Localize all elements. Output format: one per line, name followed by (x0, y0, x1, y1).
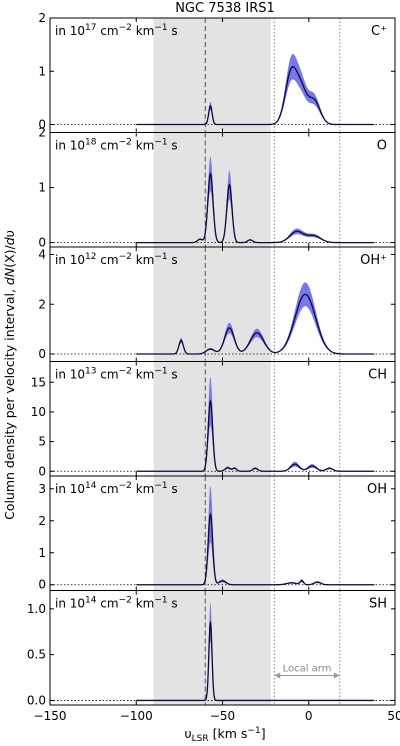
local-arm-arrow-right (333, 672, 340, 679)
species-label: C⁺ (371, 24, 387, 39)
series-line (136, 512, 375, 586)
unit-annotation: in 1018 cm−2 km−1 s (55, 138, 178, 153)
x-axis-label: υLSR [km s−1] (184, 726, 265, 744)
y-axis-label-upsilon: υ (2, 230, 17, 237)
y-tick-label: 1 (38, 181, 46, 195)
x-axis-label-upsilon: υ (184, 726, 191, 741)
species-label: OH (367, 482, 387, 497)
x-axis-label-unit-close: ] (261, 726, 266, 741)
unit-annotation: in 1014 cm−2 km−1 s (55, 481, 178, 496)
panel-0: 0 1 2 in 1017 cm−2 km−1 s C⁺ (38, 11, 396, 133)
x-tick-label: −150 (34, 709, 67, 723)
series-line (136, 65, 375, 126)
y-tick-label: 1 (38, 64, 46, 78)
y-tick-label: 0 (38, 347, 46, 361)
y-tick-label: 0 (38, 464, 46, 478)
y-tick-label: 5 (38, 435, 46, 449)
x-tick-label: 50 (387, 709, 400, 723)
y-tick-label: 3 (38, 482, 46, 496)
unit-annotation: in 1014 cm−2 km−1 s (55, 596, 178, 611)
series-line (136, 172, 375, 244)
y-tick-label: 10 (31, 405, 46, 419)
species-label: CH (368, 368, 387, 383)
series-line (136, 293, 375, 355)
y-tick-label: 0 (38, 578, 46, 592)
x-axis-label-subscript: LSR (192, 734, 209, 744)
panel-2: 0 2 4 in 1012 cm−2 km−1 s OH⁺ (38, 246, 396, 362)
x-tick-label: −50 (210, 709, 235, 723)
local-arm-label: Local arm (283, 664, 332, 675)
panel-4: 0 1 2 3 in 1014 cm−2 km−1 s OH (38, 475, 396, 592)
x-tick-label: −100 (120, 709, 153, 723)
series-line (136, 399, 375, 472)
y-tick-label: 0.5 (27, 648, 46, 662)
x-tick-label: 0 (305, 709, 313, 723)
unit-annotation: in 1013 cm−2 km−1 s (55, 367, 178, 382)
svg-text:Column density per velocity in: Column density per velocity interval, dN… (2, 230, 17, 520)
species-label: SH (369, 597, 387, 612)
y-axis-label-paren: (X)/ (2, 244, 17, 267)
y-axis-label-deriv: dN (2, 267, 17, 285)
panel-1: 0 1 2 in 1018 cm−2 km−1 s O (38, 126, 396, 250)
panels: 0 1 2 in 1017 cm−2 km−1 s C⁺ 0 1 2 in 1018 cm−2 … (27, 11, 396, 707)
unit-annotation: in 1017 cm−2 km−1 s (55, 23, 178, 38)
x-axis-label-unit-exp: −1 (247, 726, 260, 736)
chart-title: NGC 7538 IRS1 (175, 1, 275, 16)
y-tick-label: 1 (38, 546, 46, 560)
series-line (136, 621, 375, 702)
y-tick-label: 2 (38, 126, 46, 140)
shaded-region (153, 247, 271, 362)
y-tick-label: 0 (38, 118, 46, 132)
panel-5: 0.0 0.5 1.0 in 1014 cm−2 km−1 s SH (27, 590, 396, 707)
y-axis-label-dv: d (2, 237, 17, 245)
y-tick-label: 4 (38, 247, 46, 261)
local-arm-marker: Local arm (274, 664, 340, 679)
y-tick-label: 2 (38, 297, 46, 311)
y-axis-label-text: Column density per velocity interval, (2, 285, 17, 520)
panel-3: 0 5 10 15 in 1013 cm−2 km−1 s CH (31, 361, 396, 478)
species-label: OH⁺ (360, 253, 387, 268)
svg-text:υLSR [km s−1]: υLSR [km s−1] (184, 726, 265, 744)
y-tick-label: 2 (38, 11, 46, 25)
y-tick-label: 0.0 (27, 693, 46, 707)
species-label: O (377, 139, 387, 154)
y-tick-label: 1.0 (27, 602, 46, 616)
y-tick-label: 0 (38, 236, 46, 250)
y-tick-label: 15 (31, 375, 46, 389)
x-axis: −150 −100 −50 0 50 (34, 709, 400, 723)
y-tick-label: 2 (38, 514, 46, 528)
unit-annotation: in 1012 cm−2 km−1 s (55, 252, 178, 267)
x-axis-label-unit: [km s (209, 726, 248, 741)
y-axis-label: Column density per velocity interval, dN… (2, 230, 17, 520)
local-arm-arrow-left (274, 672, 281, 679)
